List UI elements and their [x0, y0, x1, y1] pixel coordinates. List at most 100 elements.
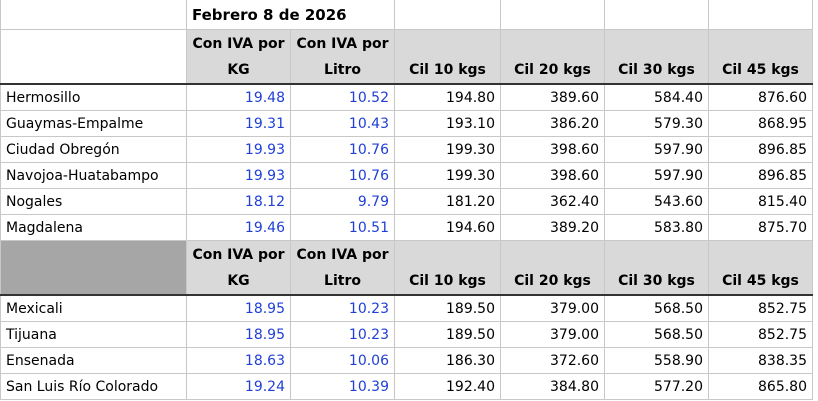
price: 865.80: [708, 373, 813, 400]
price: 186.30: [394, 347, 501, 374]
price: 10.43: [290, 110, 395, 137]
column-header: Cil 45 kgs: [708, 29, 813, 85]
price: 194.60: [394, 214, 501, 241]
price: 852.75: [708, 321, 813, 348]
price: 192.40: [394, 373, 501, 400]
column-header: Con IVA por Litro: [290, 240, 395, 296]
price: 194.80: [394, 83, 501, 111]
price: 19.46: [186, 214, 291, 241]
price: 876.60: [708, 83, 813, 111]
price: 10.76: [290, 162, 395, 189]
price: 815.40: [708, 188, 813, 215]
price: 584.40: [604, 83, 709, 111]
price: 10.23: [290, 321, 395, 348]
city-name: Nogales: [0, 188, 187, 215]
cell: [604, 0, 709, 30]
price: 19.48: [186, 83, 291, 111]
column-header: Cil 10 kgs: [394, 29, 501, 85]
title-row: Febrero 8 de 2026: [0, 0, 813, 30]
column-header: Con IVA por KG: [186, 240, 291, 296]
price: 389.20: [500, 214, 605, 241]
data-row: Ciudad Obregón 19.93 10.76 199.30 398.60 597.…: [0, 136, 813, 163]
price: 577.20: [604, 373, 709, 400]
price: 398.60: [500, 162, 605, 189]
price: 597.90: [604, 136, 709, 163]
price: 386.20: [500, 110, 605, 137]
cell: [0, 0, 187, 30]
column-header: Con IVA por Litro: [290, 29, 395, 85]
city-name: Hermosillo: [0, 83, 187, 111]
price: 10.51: [290, 214, 395, 241]
data-row: San Luis Río Colorado 19.24 10.39 192.40 384…: [0, 373, 813, 400]
city-name: Guaymas-Empalme: [0, 110, 187, 137]
price: 379.00: [500, 294, 605, 322]
data-row: Guaymas-Empalme 19.31 10.43 193.10 386.20 579…: [0, 110, 813, 137]
price: 558.90: [604, 347, 709, 374]
city-name: Ciudad Obregón: [0, 136, 187, 163]
price: 583.80: [604, 214, 709, 241]
city-name: San Luis Río Colorado: [0, 373, 187, 400]
price: 10.23: [290, 294, 395, 322]
column-header: Cil 10 kgs: [394, 240, 501, 296]
price: 19.93: [186, 162, 291, 189]
price: 9.79: [290, 188, 395, 215]
price: 597.90: [604, 162, 709, 189]
price: 579.30: [604, 110, 709, 137]
price: 10.76: [290, 136, 395, 163]
header-row: Con IVA por KG Con IVA por Litro Cil 10 kg…: [0, 240, 813, 296]
cell: [0, 240, 187, 296]
column-header: Con IVA por KG: [186, 29, 291, 85]
price: 19.93: [186, 136, 291, 163]
data-row: Mexicali 18.95 10.23 189.50 379.00 568.50 852.…: [0, 294, 813, 322]
column-header: Cil 20 kgs: [500, 29, 605, 85]
cell: [500, 0, 605, 30]
column-header: Cil 30 kgs: [604, 240, 709, 296]
city-name: Ensenada: [0, 347, 187, 374]
header-row: Con IVA por KG Con IVA por Litro Cil 10 kg…: [0, 29, 813, 85]
price: 852.75: [708, 294, 813, 322]
data-row: Hermosillo 19.48 10.52 194.80 389.60 584.40 87…: [0, 83, 813, 111]
data-row: Nogales 18.12 9.79 181.20 362.40 543.60 815.40: [0, 188, 813, 215]
cell: [0, 29, 187, 85]
cell: [708, 0, 813, 30]
column-header: Cil 20 kgs: [500, 240, 605, 296]
price: 189.50: [394, 321, 501, 348]
price: 389.60: [500, 83, 605, 111]
price: 18.12: [186, 188, 291, 215]
price: 896.85: [708, 162, 813, 189]
price: 19.24: [186, 373, 291, 400]
price: 193.10: [394, 110, 501, 137]
price: 18.95: [186, 321, 291, 348]
price: 362.40: [500, 188, 605, 215]
price: 838.35: [708, 347, 813, 374]
price: 875.70: [708, 214, 813, 241]
data-row: Tijuana 18.95 10.23 189.50 379.00 568.50 852.7…: [0, 321, 813, 348]
price: 868.95: [708, 110, 813, 137]
data-row: Ensenada 18.63 10.06 186.30 372.60 558.90 838.…: [0, 347, 813, 374]
price: 199.30: [394, 162, 501, 189]
price: 10.39: [290, 373, 395, 400]
city-name: Magdalena: [0, 214, 187, 241]
price: 568.50: [604, 321, 709, 348]
price: 379.00: [500, 321, 605, 348]
price: 398.60: [500, 136, 605, 163]
price: 384.80: [500, 373, 605, 400]
data-row: Magdalena 19.46 10.51 194.60 389.20 583.80 875…: [0, 214, 813, 241]
price: 372.60: [500, 347, 605, 374]
price: 181.20: [394, 188, 501, 215]
data-row: Navojoa-Huatabampo 19.93 10.76 199.30 398.60…: [0, 162, 813, 189]
city-name: Mexicali: [0, 294, 187, 322]
price: 199.30: [394, 136, 501, 163]
price: 18.95: [186, 294, 291, 322]
price: 189.50: [394, 294, 501, 322]
city-name: Navojoa-Huatabampo: [0, 162, 187, 189]
price: 10.52: [290, 83, 395, 111]
column-header: Cil 30 kgs: [604, 29, 709, 85]
column-header: Cil 45 kgs: [708, 240, 813, 296]
sheet-title: Febrero 8 de 2026: [186, 0, 395, 30]
price: 10.06: [290, 347, 395, 374]
price: 543.60: [604, 188, 709, 215]
